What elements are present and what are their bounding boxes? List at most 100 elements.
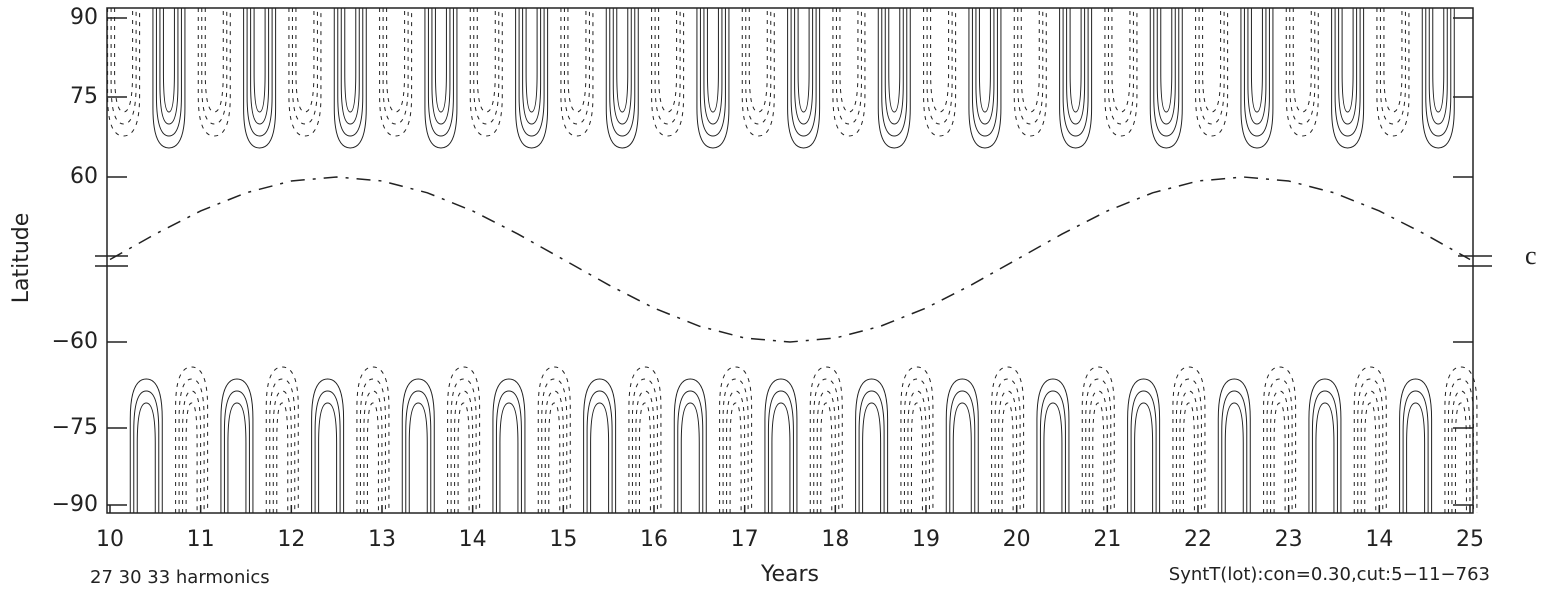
contour <box>1308 378 1342 513</box>
contour <box>881 8 908 137</box>
contour <box>797 8 810 113</box>
contour <box>1289 8 1316 125</box>
contour <box>677 390 704 513</box>
contour <box>476 8 496 113</box>
contour <box>250 8 270 125</box>
contour <box>998 390 1018 513</box>
contour <box>1059 8 1093 149</box>
y-tick-label: 75 <box>70 84 98 109</box>
contour <box>366 402 379 513</box>
contour <box>408 402 428 513</box>
x-tick-label: 10 <box>96 527 124 552</box>
x-tick-label: 23 <box>1275 527 1303 552</box>
contour <box>900 366 934 513</box>
contour <box>1421 8 1455 149</box>
contour <box>1357 378 1384 513</box>
contour <box>680 402 700 513</box>
contour <box>454 390 474 513</box>
contour <box>162 8 175 113</box>
contour <box>771 402 791 513</box>
contour <box>1428 8 1448 125</box>
contour <box>269 378 296 513</box>
contour <box>155 8 182 137</box>
contour <box>1221 390 1248 513</box>
contour <box>1364 402 1377 513</box>
contour <box>469 8 503 137</box>
contour <box>654 8 681 125</box>
contour <box>835 8 862 125</box>
contour <box>318 402 338 513</box>
contour <box>1111 8 1131 113</box>
contour <box>930 8 950 113</box>
contour <box>1402 390 1429 513</box>
contour <box>133 390 160 513</box>
contour <box>745 8 772 125</box>
line-series <box>109 176 1471 343</box>
contour <box>201 8 228 125</box>
contour <box>1425 8 1452 137</box>
contour <box>311 378 345 513</box>
contour <box>1406 402 1426 513</box>
contour <box>1013 8 1047 137</box>
contour <box>971 8 998 137</box>
x-tick-label: 25 <box>1456 527 1484 552</box>
y-axis-label: Latitude <box>9 213 34 304</box>
contour <box>651 8 685 137</box>
contour <box>182 390 202 513</box>
contour <box>1081 366 1115 513</box>
contour <box>1273 402 1286 513</box>
footer-left: 27 30 33 harmonics <box>90 567 270 588</box>
contour <box>243 8 277 149</box>
contour <box>114 8 134 113</box>
contour <box>1383 8 1403 113</box>
contour <box>1250 8 1263 113</box>
axis-break <box>95 255 1492 267</box>
contour <box>1104 8 1138 137</box>
contour <box>344 8 357 113</box>
contour <box>1198 8 1225 125</box>
contour <box>548 402 561 513</box>
contour <box>1160 8 1173 113</box>
contour <box>1092 402 1105 513</box>
contour <box>386 8 406 113</box>
contour <box>253 8 266 113</box>
contour <box>129 378 163 513</box>
contour <box>175 366 209 513</box>
contour <box>1043 402 1063 513</box>
contour <box>949 390 976 513</box>
contour <box>401 378 435 513</box>
contour <box>877 8 911 149</box>
y-tick-label: 60 <box>70 164 98 189</box>
y-tick-label: −60 <box>52 329 98 354</box>
x-tick-label: 17 <box>731 527 759 552</box>
contour <box>1263 366 1297 513</box>
contour <box>1432 8 1445 113</box>
contour <box>295 8 315 113</box>
contour <box>975 8 995 125</box>
contour <box>767 390 794 513</box>
y-tick-label: 90 <box>70 5 98 30</box>
contour <box>197 8 231 137</box>
contour <box>858 390 885 513</box>
contour <box>616 8 629 113</box>
contour <box>839 8 859 113</box>
contour <box>544 390 564 513</box>
contour <box>586 390 613 513</box>
contour <box>820 402 833 513</box>
contour <box>265 366 299 513</box>
contour <box>1341 8 1354 113</box>
x-tick-label: 14 <box>1365 527 1393 552</box>
contour <box>1217 378 1251 513</box>
contour <box>1036 378 1070 513</box>
contour <box>1353 366 1387 513</box>
contour <box>787 8 821 149</box>
contour <box>1311 390 1338 513</box>
contour <box>136 402 156 513</box>
contour <box>945 378 979 513</box>
contour <box>1444 366 1478 513</box>
contour <box>525 8 538 113</box>
contour <box>272 390 292 513</box>
contour <box>706 8 719 113</box>
contour <box>495 390 522 513</box>
contour <box>204 8 224 113</box>
